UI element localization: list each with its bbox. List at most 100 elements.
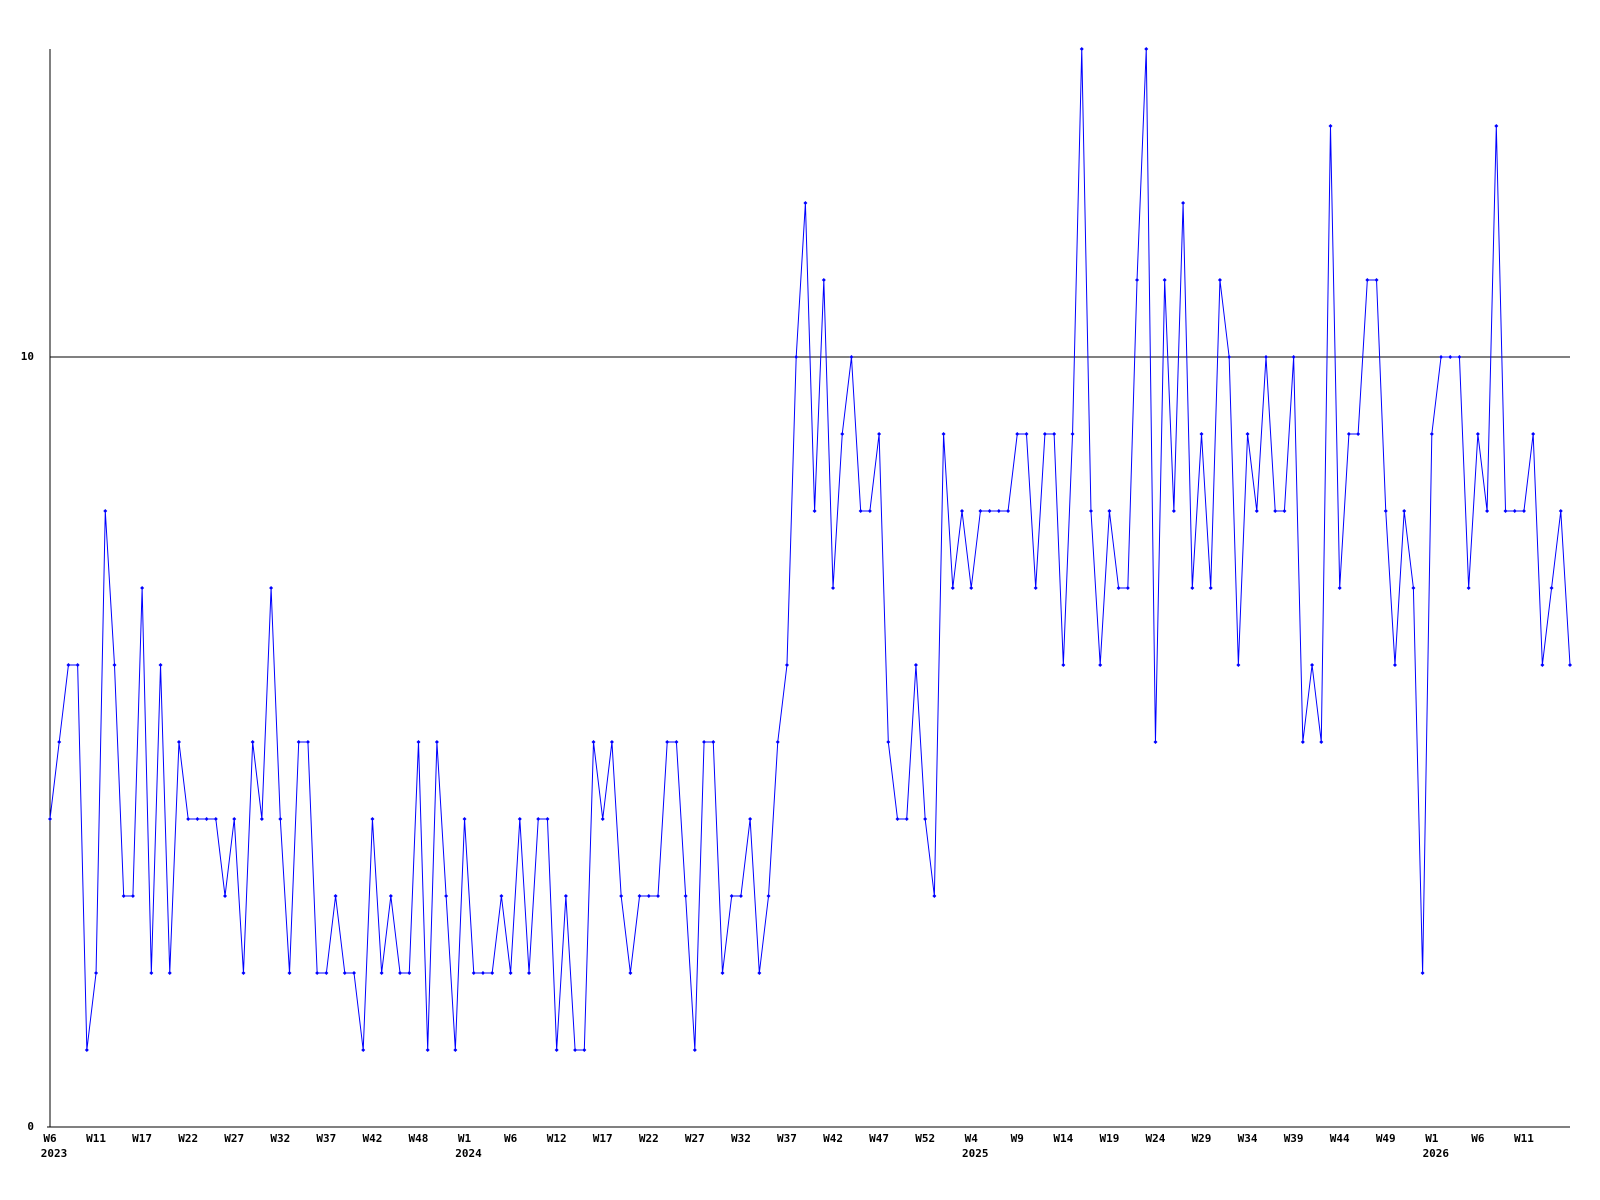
- data-point: [1328, 124, 1333, 128]
- data-point: [305, 740, 310, 744]
- data-point: [1466, 586, 1471, 590]
- y-tick-label: 0: [27, 1120, 34, 1133]
- data-point: [1245, 432, 1250, 436]
- data-point: [1153, 740, 1158, 744]
- data-point: [886, 740, 891, 744]
- data-point: [720, 971, 725, 975]
- x-tick-label: W9: [1011, 1132, 1024, 1145]
- data-point: [969, 586, 974, 590]
- data-point: [1079, 47, 1084, 51]
- data-point: [757, 971, 762, 975]
- x-tick-label: W32: [731, 1132, 751, 1145]
- data-point: [545, 817, 550, 821]
- data-point: [1199, 432, 1204, 436]
- data-point: [1531, 432, 1536, 436]
- data-point: [490, 971, 495, 975]
- x-tick-label: W47: [869, 1132, 889, 1145]
- data-point: [1512, 509, 1517, 513]
- data-point: [204, 817, 209, 821]
- data-point: [794, 355, 799, 359]
- data-point: [1033, 586, 1038, 590]
- data-point: [1144, 47, 1149, 51]
- year-label: 2026: [1423, 1147, 1450, 1160]
- x-tick-label: W17: [593, 1132, 613, 1145]
- data-point: [499, 894, 504, 898]
- x-tick-label: W6: [43, 1132, 57, 1145]
- data-point: [711, 740, 716, 744]
- data-point: [176, 740, 181, 744]
- data-point: [1070, 432, 1075, 436]
- data-point: [66, 663, 71, 667]
- data-point: [1135, 278, 1140, 282]
- data-point: [407, 971, 412, 975]
- data-point: [582, 1048, 587, 1052]
- x-tick-label: W22: [178, 1132, 198, 1145]
- data-point: [471, 971, 476, 975]
- x-tick-label: W32: [270, 1132, 290, 1145]
- data-point: [1236, 663, 1241, 667]
- data-point: [250, 740, 255, 744]
- x-tick-label: W27: [224, 1132, 244, 1145]
- data-point: [1475, 432, 1480, 436]
- data-point: [1346, 432, 1351, 436]
- data-point: [1061, 663, 1066, 667]
- data-point: [1282, 509, 1287, 513]
- data-point: [416, 740, 421, 744]
- data-point: [1042, 432, 1047, 436]
- data-point: [665, 740, 670, 744]
- x-tick-label: W4: [965, 1132, 979, 1145]
- data-point: [646, 894, 651, 898]
- data-point: [563, 894, 568, 898]
- data-point: [333, 894, 338, 898]
- data-point: [75, 663, 80, 667]
- data-point: [342, 971, 347, 975]
- x-tick-label: W27: [685, 1132, 705, 1145]
- data-point: [1365, 278, 1370, 282]
- data-point: [1217, 278, 1222, 282]
- data-point: [1411, 586, 1416, 590]
- data-point: [609, 740, 614, 744]
- data-point: [1015, 432, 1020, 436]
- data-point: [1356, 432, 1361, 436]
- data-point: [692, 1048, 697, 1052]
- data-point: [1337, 586, 1342, 590]
- x-tick-label: W34: [1238, 1132, 1258, 1145]
- data-point: [453, 1048, 458, 1052]
- data-point: [462, 817, 467, 821]
- data-point: [628, 971, 633, 975]
- data-point: [241, 971, 246, 975]
- data-point: [508, 971, 513, 975]
- data-point: [1125, 586, 1130, 590]
- data-point: [849, 355, 854, 359]
- data-point: [1494, 124, 1499, 128]
- data-point: [1300, 740, 1305, 744]
- data-point: [987, 509, 992, 513]
- data-point: [1227, 355, 1232, 359]
- data-point: [950, 586, 955, 590]
- x-tick-label: W6: [1471, 1132, 1485, 1145]
- data-point: [573, 1048, 578, 1052]
- data-point: [803, 201, 808, 205]
- data-point: [536, 817, 541, 821]
- data-point: [1254, 509, 1259, 513]
- data-point: [1310, 663, 1315, 667]
- data-point: [121, 894, 126, 898]
- x-tick-label: W49: [1376, 1132, 1396, 1145]
- data-point: [195, 817, 200, 821]
- data-point: [1319, 740, 1324, 744]
- data-point: [996, 509, 1001, 513]
- data-point: [554, 1048, 559, 1052]
- x-tick-label: W24: [1146, 1132, 1166, 1145]
- data-point: [683, 894, 688, 898]
- data-point: [315, 971, 320, 975]
- data-point: [877, 432, 882, 436]
- data-point: [904, 817, 909, 821]
- data-point: [840, 432, 845, 436]
- data-point: [591, 740, 596, 744]
- year-label: 2024: [455, 1147, 482, 1160]
- data-point: [1052, 432, 1057, 436]
- data-point: [674, 740, 679, 744]
- x-tick-label: W39: [1284, 1132, 1304, 1145]
- data-point: [149, 971, 154, 975]
